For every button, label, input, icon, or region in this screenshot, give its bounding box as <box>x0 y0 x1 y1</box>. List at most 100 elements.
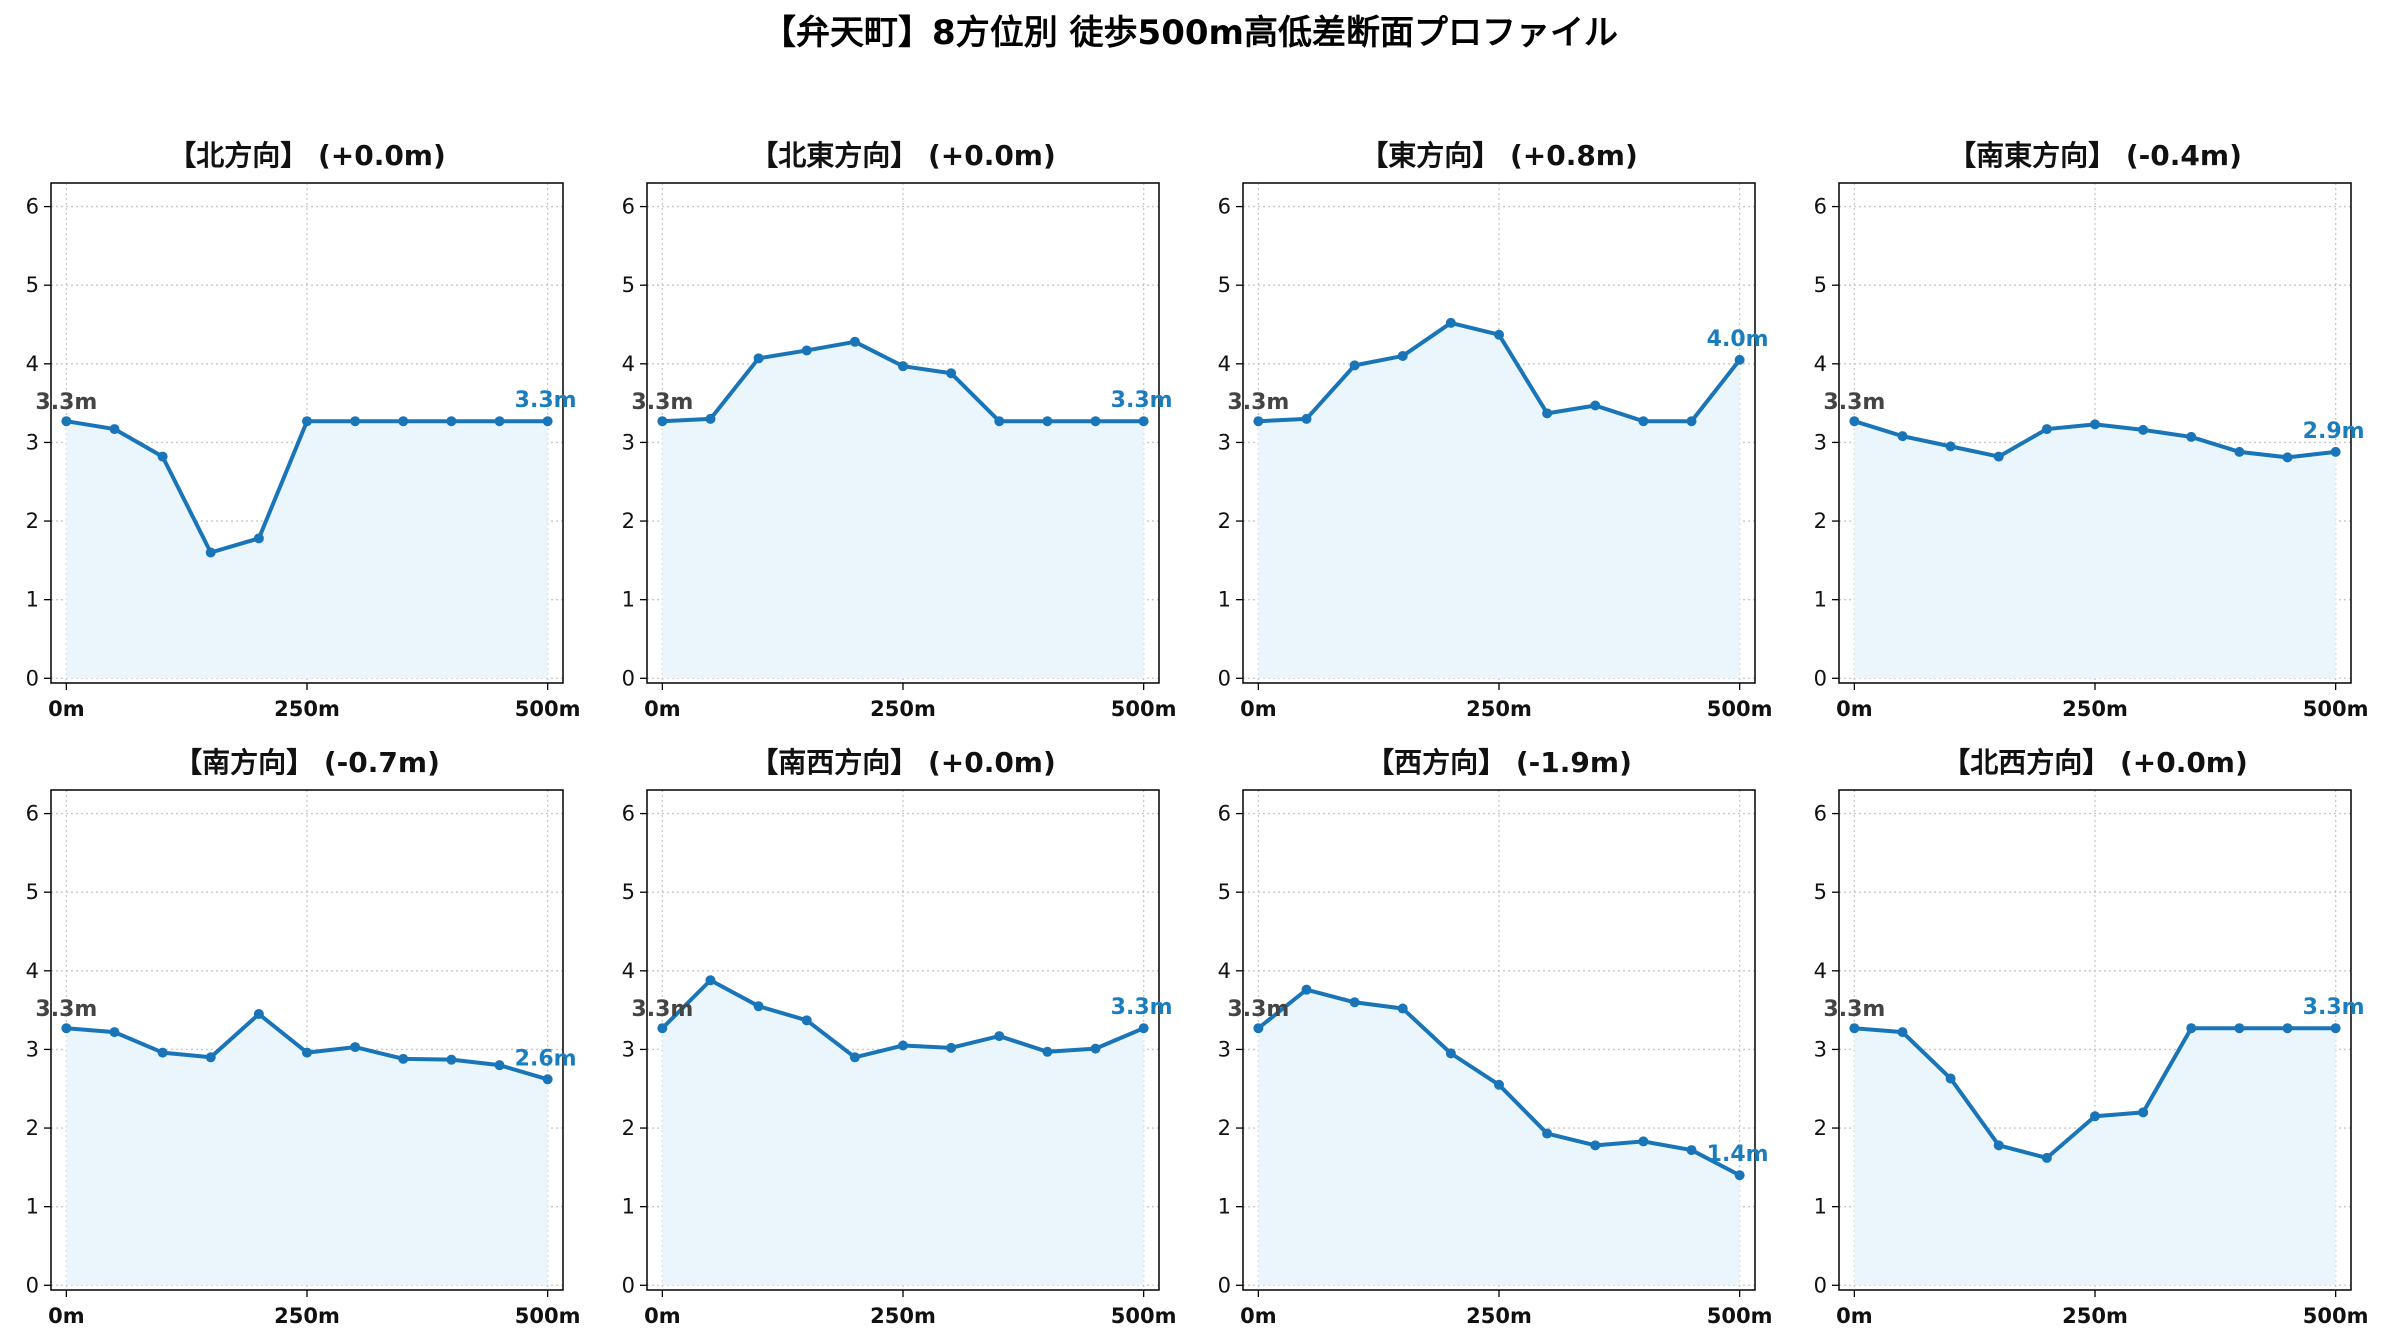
x-tick-label: 500m <box>515 697 581 721</box>
elevation-point <box>994 416 1005 427</box>
elevation-area <box>66 421 548 679</box>
start-elevation-label: 3.3m <box>1227 390 1289 415</box>
x-tick-label: 250m <box>870 1304 936 1328</box>
y-tick-label: 0 <box>622 666 635 690</box>
y-tick-label: 1 <box>622 588 635 612</box>
elevation-point <box>946 1042 957 1053</box>
panel-8: 【北西方向】 (+0.0m) 0 1 2 3 4 5 6 0m 250m 500m 3.3m 3.3m <box>1814 746 2369 1328</box>
elevation-point <box>61 1023 72 1034</box>
elevation-area <box>1854 1028 2336 1286</box>
y-tick-label: 5 <box>622 880 635 904</box>
elevation-point <box>753 1001 764 1012</box>
x-tick-label: 500m <box>2303 697 2369 721</box>
y-tick-label: 6 <box>1218 195 1231 219</box>
elevation-point <box>205 1052 216 1063</box>
x-tick-label: 0m <box>644 1304 681 1328</box>
y-tick-label: 4 <box>26 352 39 376</box>
y-tick-label: 3 <box>622 430 635 454</box>
elevation-point <box>705 413 716 424</box>
y-tick-label: 6 <box>622 195 635 219</box>
x-tick-label: 500m <box>1111 1304 1177 1328</box>
elevation-area <box>662 980 1144 1286</box>
elevation-point <box>302 416 312 427</box>
y-tick-label: 0 <box>1814 666 1827 690</box>
elevation-point <box>109 1027 120 1038</box>
y-tick-label: 2 <box>26 509 39 533</box>
panel-title: 【北西方向】 (+0.0m) <box>1942 746 2248 779</box>
y-tick-label: 1 <box>622 1195 635 1219</box>
panel-title: 【北方向】 (+0.0m) <box>168 139 446 172</box>
x-tick-label: 0m <box>48 1304 85 1328</box>
x-tick-label: 0m <box>48 697 85 721</box>
x-tick-label: 500m <box>1707 697 1773 721</box>
y-tick-label: 6 <box>1814 802 1827 826</box>
panel-4: 【南東方向】 (-0.4m) 0 1 2 3 4 5 6 0m 250m 500m 3.3m 2.9m <box>1814 139 2369 721</box>
elevation-point <box>1849 1023 1860 1034</box>
end-elevation-label: 2.9m <box>2303 419 2365 444</box>
x-tick-label: 250m <box>1466 697 1532 721</box>
x-tick-label: 500m <box>515 1304 581 1328</box>
y-tick-label: 5 <box>1218 880 1231 904</box>
y-tick-label: 4 <box>1218 959 1231 983</box>
elevation-point <box>1042 1046 1053 1057</box>
elevation-point <box>1494 1079 1504 1090</box>
elevation-point <box>2041 424 2052 435</box>
elevation-point <box>801 345 812 356</box>
elevation-point <box>753 353 764 364</box>
elevation-point <box>2330 446 2341 457</box>
end-elevation-label: 3.3m <box>2303 995 2365 1020</box>
elevation-point <box>2186 431 2197 442</box>
axes-frame <box>50 789 564 1291</box>
elevation-point <box>494 1060 505 1071</box>
elevation-point <box>109 424 120 435</box>
x-tick-label: 0m <box>1240 697 1277 721</box>
elevation-point <box>705 975 716 986</box>
elevation-point <box>1945 1073 1956 1084</box>
elevation-point <box>2090 419 2100 430</box>
elevation-point <box>1849 416 1860 427</box>
panel-title: 【南方向】 (-0.7m) <box>174 746 440 779</box>
axes-frame <box>1838 789 2352 1291</box>
panel-5: 【南方向】 (-0.7m) 0 1 2 3 4 5 6 0m 250m 500m 3.3m 2.6m <box>26 746 581 1328</box>
x-tick-label: 250m <box>274 1304 340 1328</box>
elevation-point <box>1993 451 2004 462</box>
x-tick-label: 0m <box>1240 1304 1277 1328</box>
elevation-point <box>994 1031 1005 1042</box>
end-elevation-label: 2.6m <box>515 1046 577 1071</box>
elevation-point <box>2090 1111 2100 1122</box>
y-tick-label: 4 <box>622 352 635 376</box>
elevation-area <box>1258 989 1740 1286</box>
end-elevation-label: 1.4m <box>1707 1142 1769 1167</box>
elevation-point <box>1090 416 1101 427</box>
elevation-point <box>157 451 168 462</box>
elevation-point <box>350 416 361 427</box>
y-tick-label: 2 <box>1814 1116 1827 1140</box>
elevation-point <box>1397 1003 1408 1014</box>
figure-title: 【弁天町】8方位別 徒歩500m高低差断面プロファイル <box>762 13 1618 53</box>
elevation-point <box>1542 408 1553 419</box>
elevation-point <box>1734 1170 1745 1181</box>
y-tick-label: 4 <box>622 959 635 983</box>
axes-frame <box>1242 182 1756 684</box>
elevation-point <box>1445 1048 1456 1059</box>
elevation-point <box>1397 350 1408 361</box>
y-tick-label: 1 <box>26 1195 39 1219</box>
y-tick-label: 3 <box>1218 430 1231 454</box>
y-tick-label: 5 <box>1814 880 1827 904</box>
elevation-point <box>1445 317 1456 328</box>
panel-7: 【西方向】 (-1.9m) 0 1 2 3 4 5 6 0m 250m 500m 3.3m 1.4m <box>1218 746 1773 1328</box>
elevation-point <box>657 416 668 427</box>
y-tick-label: 2 <box>1218 509 1231 533</box>
y-tick-label: 6 <box>1814 195 1827 219</box>
panel-title: 【南西方向】 (+0.0m) <box>750 746 1056 779</box>
elevation-point <box>61 416 72 427</box>
elevation-point <box>1590 1140 1601 1151</box>
axes-frame <box>646 789 1160 1291</box>
elevation-point <box>1638 1136 1649 1147</box>
elevation-point <box>398 1053 409 1064</box>
y-tick-label: 2 <box>1814 509 1827 533</box>
y-tick-label: 3 <box>1814 1037 1827 1061</box>
y-tick-label: 3 <box>26 1037 39 1061</box>
x-tick-label: 250m <box>274 697 340 721</box>
